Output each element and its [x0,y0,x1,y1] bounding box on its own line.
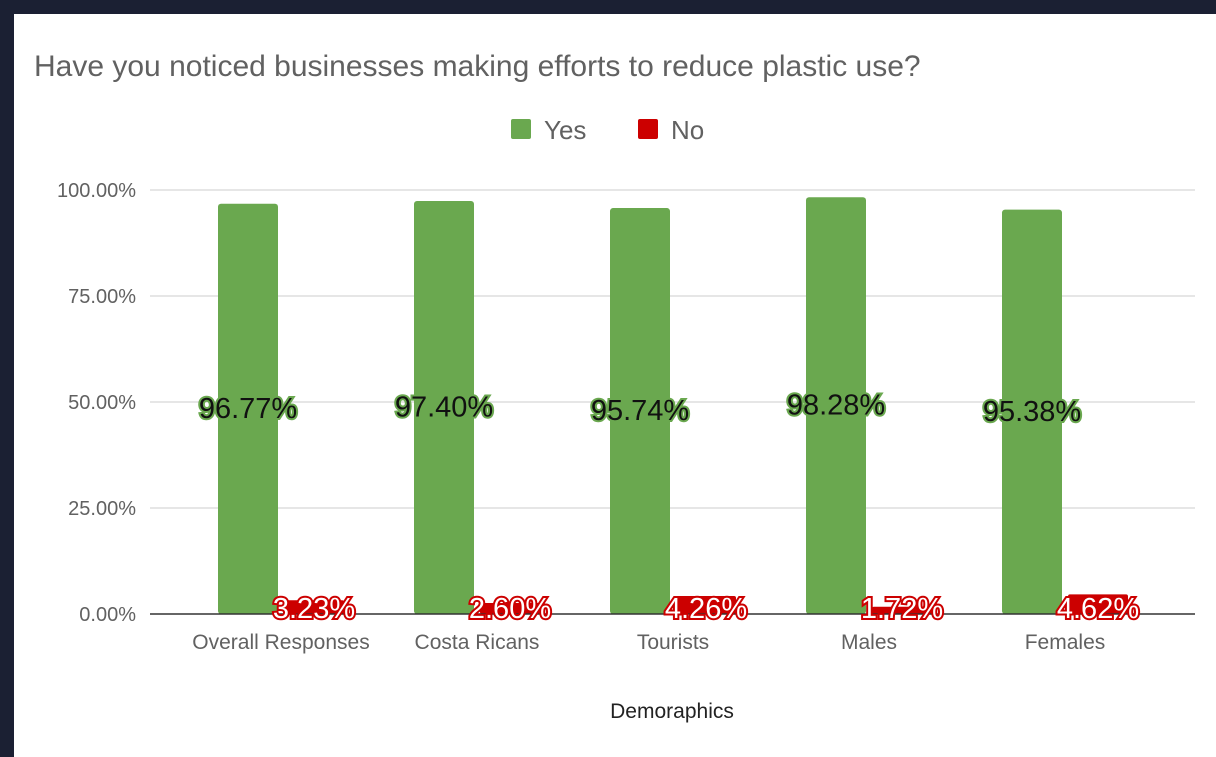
bar-no [872,606,932,614]
x-tick-label: Females [1025,631,1106,654]
data-label-no: 1.72% [861,593,943,625]
y-axis-tick-labels: 0.00% 25.00% 50.00% 75.00% 100.00% [57,180,136,626]
data-label-no: 4.62% [1057,593,1139,625]
data-label-no: 2.60% [469,593,551,625]
data-label-yes: 97.40% [395,392,493,424]
bar-yes [610,208,670,615]
bar-yes [414,201,474,615]
y-tick-label: 75.00% [68,286,136,308]
x-tick-label: Males [841,631,897,654]
y-tick-label: 100.00% [57,180,136,202]
x-tick-label: Overall Responses [192,631,369,654]
data-label-no: 3.23% [273,593,355,625]
chart-title: Have you noticed businesses making effor… [34,50,921,83]
legend-swatch-no [638,119,658,139]
bar-yes [218,203,278,615]
x-tick-label: Costa Ricans [415,631,540,654]
legend-swatch-yes [511,119,531,139]
bar-yes [806,197,866,615]
x-tick-label: Tourists [637,631,709,654]
bar-no [284,600,344,614]
y-tick-label: 25.00% [68,498,136,520]
data-label-yes: 96.77% [199,393,297,425]
data-labels: 96.77% 3.23% 97.40% 2.60% 95.74% 4.26% 98.28% 1… [197,388,1141,627]
data-label-no: 4.26% [665,593,747,625]
data-label-yes: 98.28% [787,390,885,422]
y-tick-label: 0.00% [79,604,136,626]
legend-label-no: No [671,115,704,145]
x-axis-tick-labels: Overall Responses Costa Ricans Tourists Mal… [192,631,1105,654]
bars [218,197,1128,615]
legend-label-yes: Yes [544,115,586,145]
y-tick-label: 50.00% [68,392,136,414]
bar-no [480,602,540,614]
bar-no [1068,594,1128,614]
bar-yes [1002,209,1062,614]
x-axis-title: Demoraphics [610,700,734,723]
data-label-yes: 95.38% [983,396,1081,428]
bar-no [676,595,736,614]
data-label-yes: 95.74% [591,395,689,427]
chart-legend: Yes No [511,115,704,145]
